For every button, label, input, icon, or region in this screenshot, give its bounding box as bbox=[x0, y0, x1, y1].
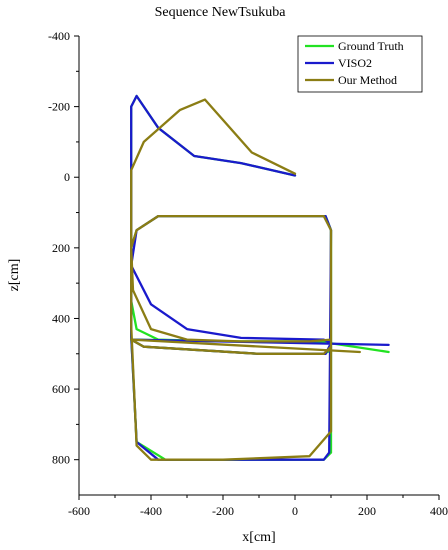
series-layer bbox=[130, 94, 390, 461]
x-axis-title: x[cm] bbox=[242, 530, 275, 545]
legend-label: Ground Truth bbox=[338, 39, 404, 53]
x-tick-label: 200 bbox=[358, 504, 376, 518]
series-line-viso2 bbox=[130, 94, 390, 461]
legend-label: Our Method bbox=[338, 73, 397, 87]
x-tick-label: -400 bbox=[140, 504, 162, 518]
y-tick-label: 800 bbox=[52, 453, 70, 467]
series-line-our-method bbox=[130, 98, 361, 461]
x-tick-label: 0 bbox=[292, 504, 298, 518]
chart-title: Sequence NewTsukuba bbox=[155, 5, 287, 20]
y-tick-label: -200 bbox=[48, 100, 70, 114]
y-tick-label: 400 bbox=[52, 311, 70, 325]
x-tick-label: -600 bbox=[68, 504, 90, 518]
series-line-ground-truth bbox=[130, 94, 390, 461]
axes: -600 -400 -200 0 200 400 -400 -200 0 200 400 600 800 bbox=[48, 29, 448, 518]
y-tick-label: 600 bbox=[52, 382, 70, 396]
y-axis-title: z[cm] bbox=[7, 259, 22, 292]
y-tick-label: 0 bbox=[64, 170, 70, 184]
legend: Ground Truth VISO2 Our Method bbox=[297, 35, 423, 93]
y-tick-label: -400 bbox=[48, 29, 70, 43]
y-tick-label: 200 bbox=[52, 241, 70, 255]
x-tick-label: 400 bbox=[430, 504, 448, 518]
legend-label: VISO2 bbox=[338, 56, 372, 70]
x-tick-label: -200 bbox=[212, 504, 234, 518]
